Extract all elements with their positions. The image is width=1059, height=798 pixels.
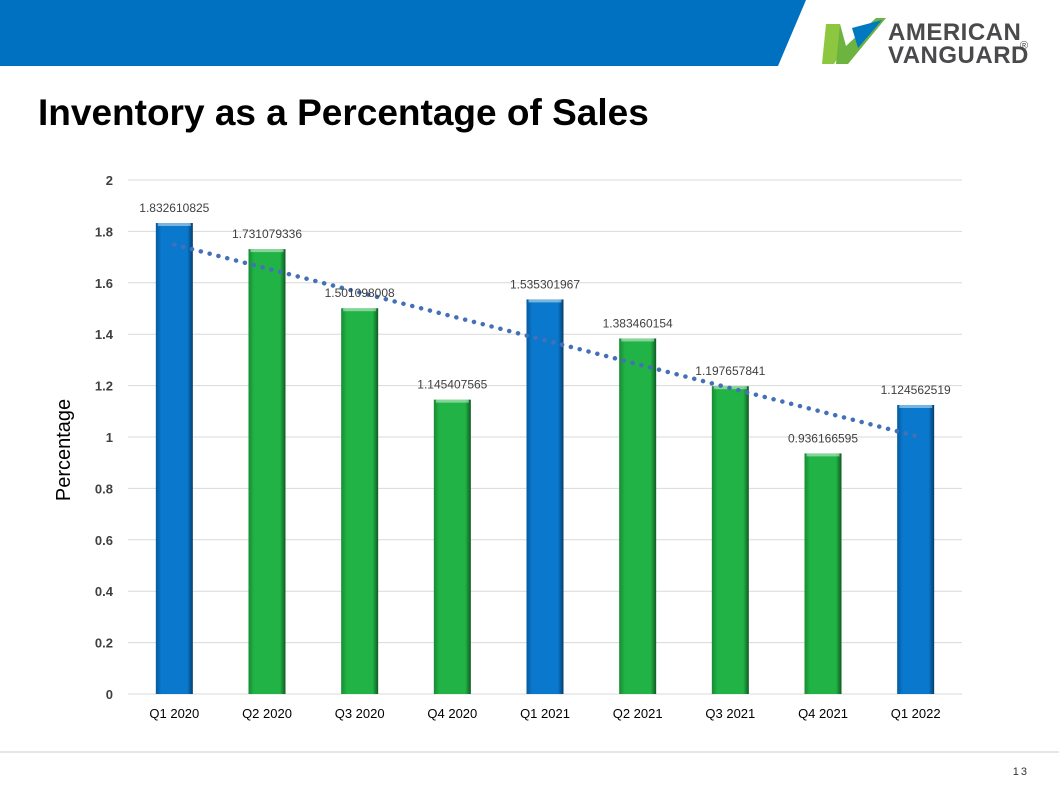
x-tick-label: Q3 2020 [335,706,385,721]
bar-chart: 1.832610825 1.731079336 1.501098008 1.14540… [53,173,962,721]
y-tick-label: 1.8 [95,224,113,239]
logo-mark-icon [822,18,886,64]
registered-mark: ® [1020,40,1029,52]
x-tick-label: Q4 2020 [427,706,477,721]
bar-highlight [250,249,284,253]
y-tick-label: 0.8 [95,481,113,496]
y-tick-label: 0.2 [95,636,113,651]
y-axis-label: Percentage [53,399,75,501]
data-labels: 1.832610825 1.731079336 1.501098008 1.14540… [139,201,951,445]
bar [526,299,564,694]
bar-highlight [528,299,562,303]
bars [155,223,935,694]
header-band [0,0,806,66]
y-tick-label: 1.6 [95,276,113,291]
footer-divider [0,751,1059,753]
logo-text-vanguard: VANGUARD [888,42,1029,69]
bar-highlight [435,399,469,403]
y-tick-label: 1 [106,430,113,445]
y-tick-label: 0 [106,687,113,702]
page-title: Inventory as a Percentage of Sales [38,92,649,133]
american-vanguard-logo: AMERICAN VANGUARD ® [822,18,1037,68]
x-tick-label: Q3 2021 [705,706,755,721]
bar [711,386,749,694]
trendline [172,242,918,439]
bar [619,338,657,694]
y-tick-label: 2 [106,173,113,188]
data-label: 1.145407565 [417,378,487,392]
x-tick-label: Q1 2022 [891,706,941,721]
x-axis-tick-labels: Q1 2020 Q2 2020 Q3 2020 Q4 2020 Q1 2021 Q2 20… [149,706,940,721]
data-label: 1.731079336 [232,227,302,241]
page-number: 13 [1012,766,1029,778]
data-label: 0.936166595 [788,431,858,445]
data-label: 1.535301967 [510,277,580,291]
y-tick-label: 1.2 [95,379,113,394]
bar-highlight [806,453,840,457]
trendline-layer [172,242,918,439]
y-tick-label: 1.4 [95,327,114,342]
bar-highlight [621,338,655,342]
data-label: 1.832610825 [139,201,209,215]
x-tick-label: Q1 2020 [149,706,199,721]
bar [433,399,471,694]
data-label: 1.197657841 [695,364,765,378]
bar-highlight [157,223,191,227]
x-tick-label: Q2 2021 [613,706,663,721]
bar [155,223,193,694]
header-blue-shape [0,0,806,66]
x-tick-label: Q1 2021 [520,706,570,721]
bar [248,249,286,694]
y-tick-label: 0.6 [95,533,113,548]
y-tick-label: 0.4 [95,584,114,599]
bar [341,308,379,694]
data-label: 1.383460154 [603,316,673,330]
x-tick-label: Q2 2020 [242,706,292,721]
x-tick-label: Q4 2021 [798,706,848,721]
y-axis-tick-labels: 0 0.2 0.4 0.6 0.8 1 1.2 1.4 1.6 1.8 2 [95,173,114,702]
data-label: 1.501098008 [325,286,395,300]
bar [897,404,935,694]
bar-highlight [343,308,377,312]
logo-text-american: AMERICAN [888,19,1022,46]
bar [804,453,842,694]
data-label: 1.124562519 [881,383,951,397]
bar-highlight [899,404,933,408]
